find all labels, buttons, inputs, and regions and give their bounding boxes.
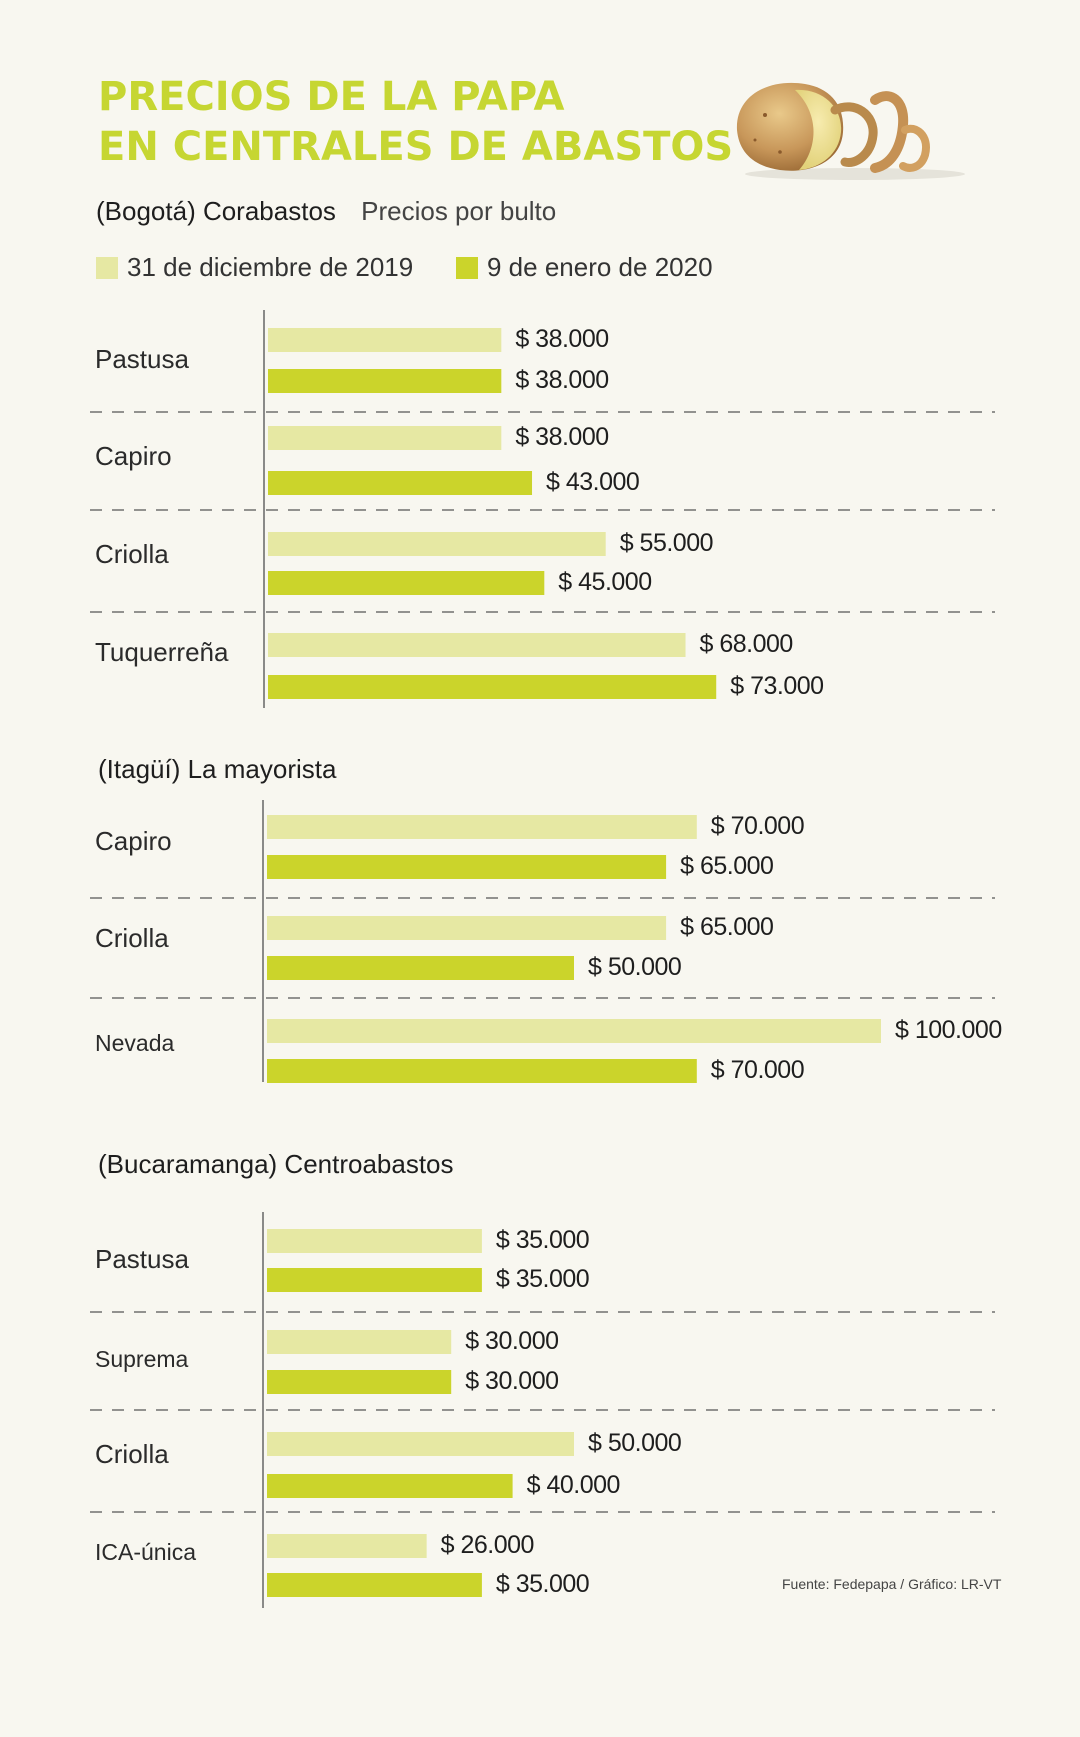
- legend-swatch-2020: [456, 256, 478, 279]
- source-note: Fuente: Fedepapa / Gráfico: LR-VT: [782, 1576, 1002, 1592]
- bar-2019: [267, 1229, 482, 1253]
- legend-item-2020: 9 de enero de 2020: [456, 252, 713, 283]
- bar-2019: [267, 916, 667, 940]
- category-label: Suprema: [95, 1346, 189, 1372]
- bar-2019: [267, 1330, 452, 1354]
- value-label: $ 55.000: [620, 529, 713, 557]
- section-title-itagui: (Itagüí) La mayorista: [98, 754, 337, 784]
- bar-2020: [268, 471, 533, 495]
- bar-2019: [268, 633, 686, 657]
- value-label: $ 38.000: [515, 325, 608, 353]
- bar-2020: [267, 1059, 697, 1083]
- bar-2020: [267, 1573, 482, 1597]
- bar-2020: [268, 369, 502, 393]
- potato-illustration: [736, 82, 965, 180]
- value-label: $ 26.000: [441, 1531, 534, 1559]
- value-label: $ 40.000: [527, 1471, 620, 1499]
- category-label: Tuquerreña: [95, 637, 229, 667]
- bar-2019: [268, 426, 502, 450]
- value-label: $ 35.000: [496, 1226, 589, 1254]
- page-title: PRECIOS DE LA PAPA EN CENTRALES DE ABAST…: [98, 72, 733, 172]
- category-label: Capiro: [95, 826, 172, 856]
- section-title-bucaramanga: (Bucaramanga) Centroabastos: [98, 1149, 454, 1179]
- legend-label-2019: 31 de diciembre de 2019: [127, 252, 414, 282]
- bar-2019: [267, 815, 697, 839]
- page-title-line-2: EN CENTRALES DE ABASTOS: [98, 124, 734, 170]
- value-label: $ 70.000: [711, 812, 804, 840]
- value-label: $ 70.000: [711, 1056, 804, 1084]
- value-label: $ 30.000: [465, 1367, 558, 1395]
- market-label-bogota: (Bogotá) Corabastos: [96, 196, 336, 226]
- subtitle: (Bogotá) Corabastos Precios por bulto: [96, 196, 556, 227]
- bar-2019: [267, 1019, 881, 1043]
- value-label: $ 45.000: [558, 568, 651, 596]
- category-label: Pastusa: [95, 344, 189, 374]
- value-label: $ 35.000: [496, 1265, 589, 1293]
- bar-2019: [268, 532, 606, 556]
- category-label: Criolla: [95, 1439, 169, 1469]
- bar-2020: [267, 1370, 452, 1394]
- bar-2019: [267, 1432, 574, 1456]
- category-label: ICA-única: [95, 1539, 196, 1565]
- bar-2020: [268, 571, 545, 595]
- value-label: $ 30.000: [465, 1327, 558, 1355]
- bar-2020: [268, 675, 717, 699]
- value-label: $ 50.000: [588, 953, 681, 981]
- value-label: $ 38.000: [515, 366, 608, 394]
- value-label: $ 73.000: [730, 672, 823, 700]
- unit-label: Precios por bulto: [361, 196, 557, 226]
- legend-item-2019: 31 de diciembre de 2019: [96, 252, 413, 283]
- category-label: Criolla: [95, 923, 169, 953]
- category-label: Nevada: [95, 1030, 174, 1056]
- value-label: $ 100.000: [895, 1016, 1002, 1044]
- page-title-line-1: PRECIOS DE LA PAPA: [98, 74, 565, 120]
- value-label: $ 38.000: [515, 423, 608, 451]
- legend-label-2020: 9 de enero de 2020: [487, 252, 713, 282]
- value-label: $ 50.000: [588, 1429, 681, 1457]
- category-label: Pastusa: [95, 1244, 189, 1274]
- bar-2020: [267, 1474, 513, 1498]
- value-label: $ 65.000: [680, 913, 773, 941]
- value-label: $ 35.000: [496, 1570, 589, 1598]
- value-label: $ 68.000: [700, 630, 793, 658]
- value-label: $ 65.000: [680, 852, 773, 880]
- category-label: Capiro: [95, 441, 172, 471]
- bar-2019: [268, 328, 502, 352]
- bar-2020: [267, 855, 667, 879]
- bar-2020: [267, 956, 574, 980]
- category-label: Criolla: [95, 539, 169, 569]
- legend-swatch-2019: [96, 256, 118, 279]
- bar-2020: [267, 1268, 482, 1292]
- value-label: $ 43.000: [546, 468, 639, 496]
- bar-2019: [267, 1534, 427, 1558]
